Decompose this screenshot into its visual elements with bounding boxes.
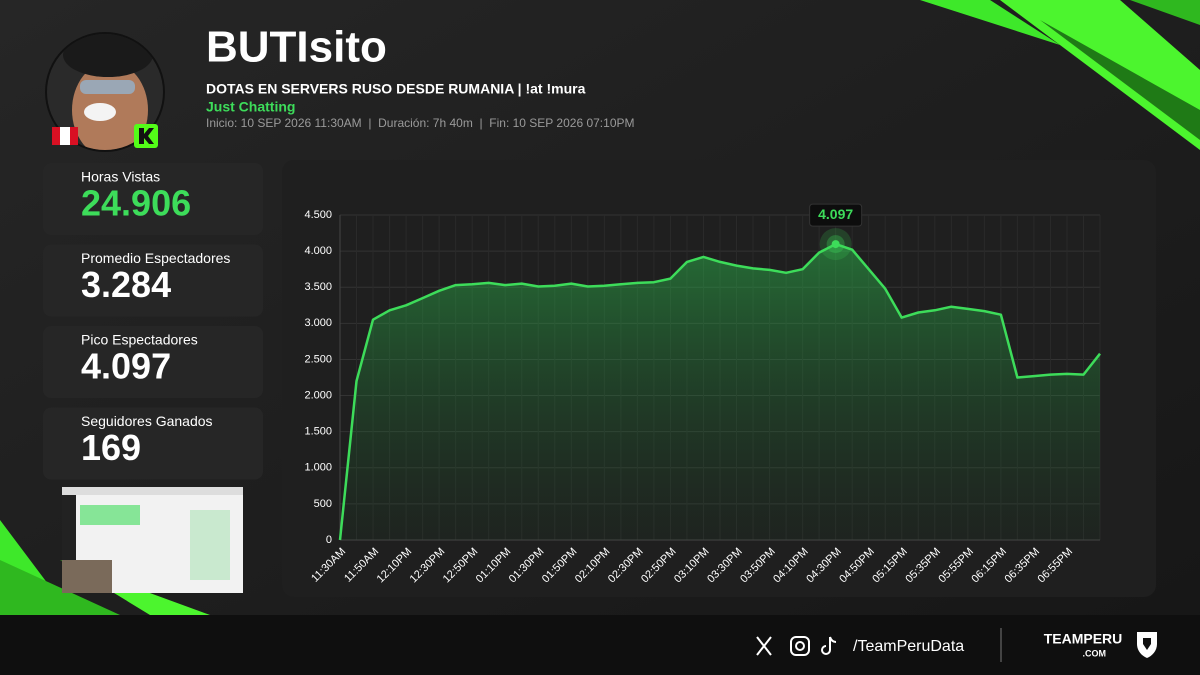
stat-value: 3.284 [81, 264, 171, 305]
brand-suffix: .COM [1083, 648, 1107, 658]
social-icons [756, 636, 837, 656]
stat-label: Horas Vistas [81, 169, 160, 185]
y-tick-label: 2.000 [304, 389, 332, 401]
line [338, 242, 1101, 541]
brand-name: TEAMPERU [1044, 631, 1123, 647]
y-tick-label: 0 [326, 534, 332, 546]
y-tick-label: 1.500 [304, 426, 332, 438]
stat-card [43, 407, 263, 480]
footer [0, 615, 1200, 675]
y-tick-label: 4.500 [304, 209, 332, 221]
y-tick-label: 500 [314, 498, 332, 510]
decoration-top-right [920, 0, 1200, 150]
y-tick-label: 4.000 [304, 245, 332, 257]
stream-category: Just Chatting [206, 99, 295, 115]
avatar [45, 32, 165, 152]
stream-title: DOTAS EN SERVERS RUSO DESDE RUMANIA | !a… [206, 81, 586, 97]
stream-info: Inicio: 10 SEP 2026 11:30AM | Duración: … [206, 116, 635, 130]
stat-value: 4.097 [81, 346, 171, 387]
stat-value: 24.906 [81, 183, 191, 224]
footer-handle: /TeamPeruData [853, 638, 964, 655]
stat-card [43, 326, 263, 398]
stat-label: Seguidores Ganados [81, 413, 213, 429]
y-tick-label: 3.500 [304, 281, 332, 293]
area [340, 244, 1100, 540]
y-tick-label: 2.500 [304, 353, 332, 365]
peak-label: 4.097 [818, 206, 853, 222]
peak-point [831, 240, 840, 249]
peak-label-box [809, 203, 863, 227]
streamer-name: BUTIsito [206, 23, 387, 72]
stat-card [43, 244, 263, 317]
thumbnail [62, 487, 243, 593]
brand-shield-inner [1143, 638, 1151, 650]
stat-label: Promedio Espectadores [81, 250, 230, 266]
stat-value: 169 [81, 427, 141, 468]
y-tick-label: 1.000 [304, 462, 332, 474]
y-tick-label: 3.000 [304, 317, 332, 329]
stat-card [43, 163, 263, 235]
stat-label: Pico Espectadores [81, 332, 198, 348]
